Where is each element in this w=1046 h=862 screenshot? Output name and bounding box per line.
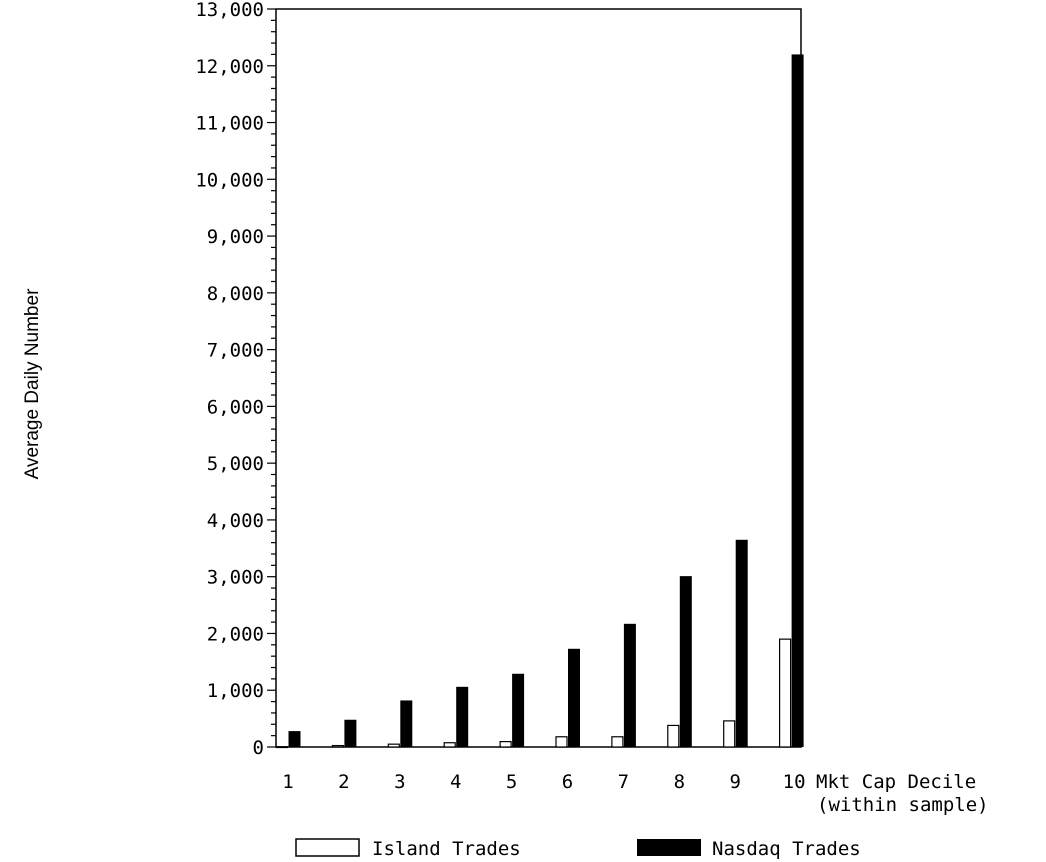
y-tick-label: 0 — [253, 737, 264, 759]
y-tick-label: 3,000 — [207, 567, 264, 589]
bar-nasdaq-5 — [512, 673, 525, 747]
x-tick-label: 9 — [729, 771, 740, 793]
bar-nasdaq-3 — [400, 700, 413, 747]
y-axis-tick-labels: 0 1,000 2,000 3,000 4,000 5,000 6,000 7,000 8,00… — [195, 0, 264, 759]
bar-island-8 — [667, 724, 680, 748]
x-axis-title-line1: Mkt Cap Decile — [816, 771, 976, 793]
bar-island-1 — [275, 746, 289, 749]
bar-island-10 — [778, 638, 792, 748]
bar-nasdaq-10 — [791, 54, 804, 747]
x-tick-label: 5 — [506, 771, 517, 793]
y-tick-label: 6,000 — [207, 396, 264, 418]
bar-island-2 — [331, 744, 344, 748]
y-axis-title: Average Daily Number — [22, 288, 43, 479]
x-axis-title-line2: (within sample) — [817, 794, 989, 816]
bar-nasdaq-1 — [288, 731, 301, 747]
bar-nasdaq-6 — [568, 648, 580, 747]
y-tick-label: 10,000 — [195, 169, 264, 191]
bar-nasdaq-4 — [456, 686, 469, 747]
y-tick-label: 7,000 — [207, 340, 264, 362]
legend: Island Trades Nasdaq Trades — [295, 838, 861, 860]
legend-swatch-island — [295, 838, 360, 857]
x-tick-label: 3 — [394, 771, 405, 793]
x-tick-label: 2 — [338, 771, 349, 793]
y-tick-label: 5,000 — [207, 453, 264, 475]
x-tick-label: 6 — [562, 771, 573, 793]
bar-island-6 — [555, 736, 568, 748]
x-tick-label: 8 — [674, 771, 685, 793]
bars — [275, 54, 804, 749]
legend-label-island: Island Trades — [372, 838, 521, 860]
bar-island-5 — [499, 741, 512, 748]
plot-frame — [275, 8, 802, 748]
y-tick-label: 8,000 — [207, 283, 264, 305]
plot-area-border — [275, 8, 802, 748]
bar-island-9 — [723, 720, 736, 748]
x-tick-label: 4 — [450, 771, 461, 793]
y-tick-label: 9,000 — [207, 226, 264, 248]
x-tick-label: 1 — [282, 771, 293, 793]
x-axis-tick-labels: 1 2 3 4 5 6 7 8 9 10 — [282, 771, 805, 793]
bar-island-4 — [443, 742, 456, 748]
bar-island-3 — [387, 743, 400, 748]
y-tick-label: 1,000 — [207, 680, 264, 702]
y-tick-label: 4,000 — [207, 510, 264, 532]
x-tick-label: 10 — [783, 771, 806, 793]
legend-label-nasdaq: Nasdaq Trades — [712, 838, 861, 860]
y-axis-ticks — [267, 8, 276, 748]
y-tick-label: 11,000 — [195, 113, 264, 135]
y-tick-label: 2,000 — [207, 623, 264, 645]
bar-nasdaq-9 — [735, 539, 748, 747]
y-tick-label: 13,000 — [195, 0, 264, 21]
bar-nasdaq-2 — [344, 719, 357, 747]
bar-nasdaq-7 — [623, 623, 636, 747]
bar-island-7 — [611, 736, 624, 748]
legend-swatch-nasdaq — [637, 839, 701, 856]
y-tick-label: 12,000 — [195, 56, 264, 78]
x-tick-label: 7 — [618, 771, 629, 793]
bar-nasdaq-8 — [679, 576, 692, 747]
